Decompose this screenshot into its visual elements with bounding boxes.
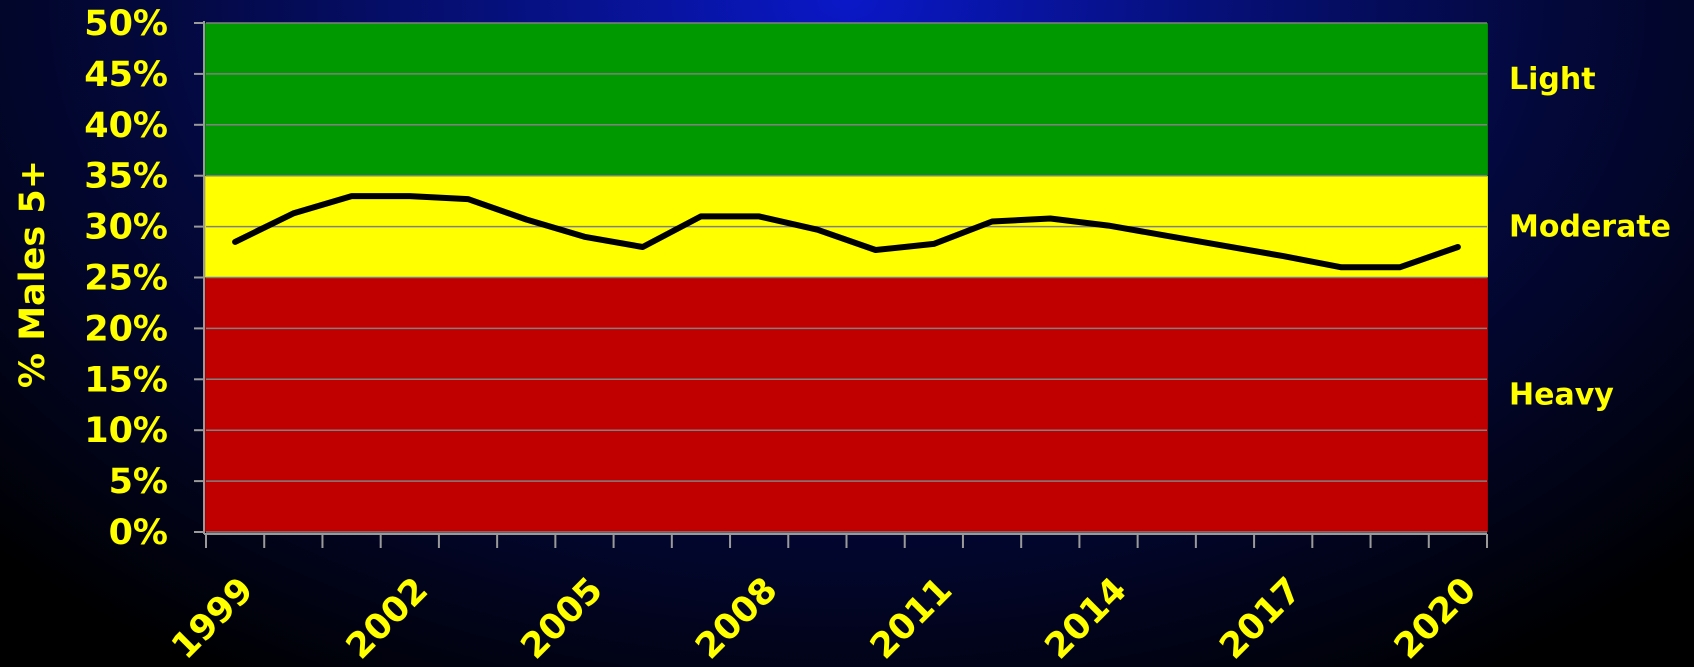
x-tick-label: 2011 [863,570,960,667]
y-tick-label: 30% [84,208,168,248]
x-tick-label: 2014 [1038,570,1135,667]
x-tick-label: 2002 [339,570,436,667]
y-tick-label: 50% [84,4,168,44]
x-tick-labels: 1999 2002 2005 2008 2011 2014 2017 2020 [164,570,1484,667]
y-tick-label: 5% [109,462,168,502]
x-tick-label: 2005 [514,570,611,667]
x-tick-label: 1999 [164,570,261,667]
band-heavy [204,277,1489,533]
y-tick-label: 35% [84,157,168,197]
x-tick-label: 2020 [1387,570,1484,667]
axes [194,21,1488,548]
series-lines [232,193,1461,271]
x-tick-label: 2017 [1212,570,1309,667]
y-tick-label: 15% [84,360,168,400]
y-tick-label: 10% [84,411,168,451]
y-tick-label: 25% [84,259,168,299]
band-label-light: Light [1509,62,1596,97]
band-labels: Heavy Moderate Light [1509,62,1671,413]
y-tick-label: 40% [84,106,168,146]
gridlines [206,22,1487,533]
x-tick-label: 2008 [688,570,785,667]
band-label-moderate: Moderate [1509,210,1671,245]
y-tick-label: 20% [84,309,168,349]
band-label-heavy: Heavy [1509,378,1614,413]
series-line [232,193,1461,271]
y-tick-labels: 0% 5% 10% 15% 20% 25% 30% 35% 40% 45% 50% [84,4,168,553]
y-tick-label: 0% [109,513,168,553]
y-axis-label: % Males 5+ [13,160,53,388]
band-light [204,22,1489,177]
y-tick-label: 45% [84,55,168,95]
